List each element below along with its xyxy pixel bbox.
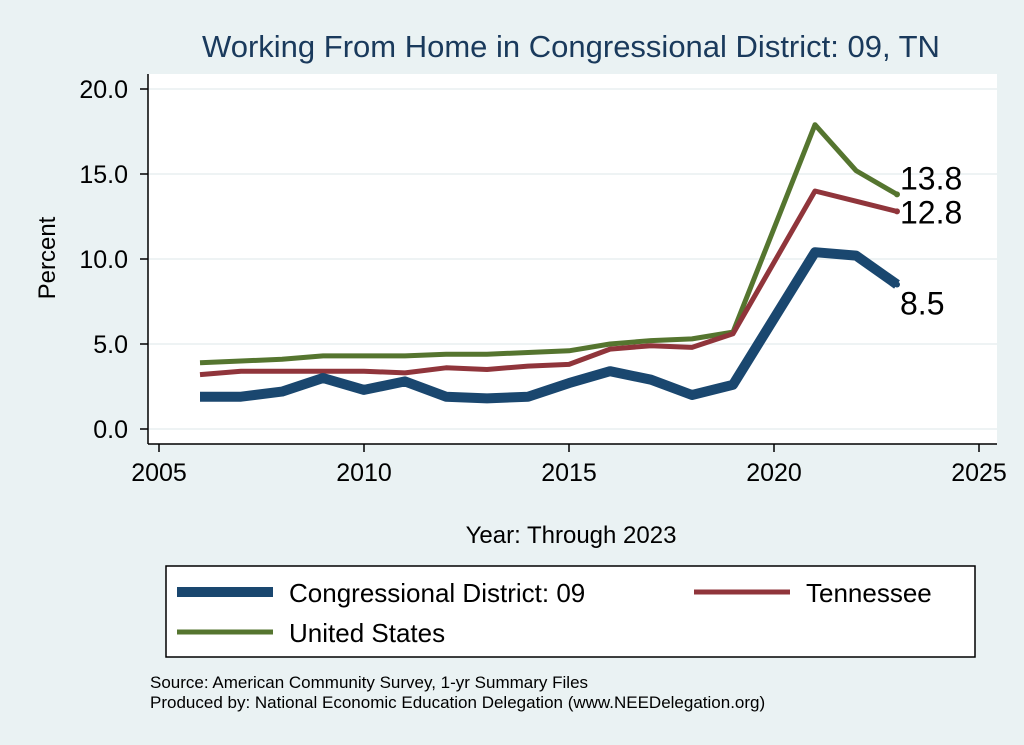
y-tick-label: 0.0: [93, 416, 128, 444]
y-tick-label: 10.0: [79, 246, 128, 274]
legend-box: [165, 565, 976, 658]
series-line-1: [200, 247, 900, 404]
produced-by-note: Produced by: National Economic Education…: [150, 693, 765, 712]
x-axis: 2005 2010 2015 2020 2025: [131, 443, 1007, 487]
end-point-marker: [894, 281, 900, 288]
legend-label: Congressional District: 09: [289, 578, 585, 608]
x-tick-label: 2020: [746, 459, 802, 487]
end-point-marker: [894, 208, 900, 215]
y-tick-label: 5.0: [93, 331, 128, 359]
legend-label: United States: [289, 618, 445, 648]
x-tick-label: 2010: [336, 459, 392, 487]
end-labels: 8.5 12.813.8: [894, 160, 962, 322]
y-axis: 0.0 5.0 10.0 15.0 20.0: [79, 74, 149, 444]
series-line-3: [199, 122, 899, 366]
series-lines: [199, 122, 900, 404]
y-tick-label: 15.0: [79, 161, 128, 189]
end-label: 13.8: [900, 160, 962, 196]
chart-title: Working From Home in Congressional Distr…: [202, 29, 940, 64]
legend-label: Tennessee: [806, 578, 932, 608]
y-tick-label: 20.0: [79, 76, 128, 104]
series-line-2: [199, 188, 898, 378]
y-axis-label: Percent: [34, 216, 61, 299]
end-point-marker: [894, 191, 900, 198]
source-note: Source: American Community Survey, 1-yr …: [150, 673, 588, 692]
x-tick-label: 2015: [541, 459, 597, 487]
legend: Congressional District: 09 Tennessee Unite…: [177, 578, 932, 648]
end-label: 12.8: [900, 194, 962, 230]
end-label: 8.5: [900, 286, 944, 322]
x-axis-label: Year: Through 2023: [466, 522, 677, 549]
x-tick-label: 2025: [951, 459, 1007, 487]
x-tick-label: 2005: [131, 459, 187, 487]
